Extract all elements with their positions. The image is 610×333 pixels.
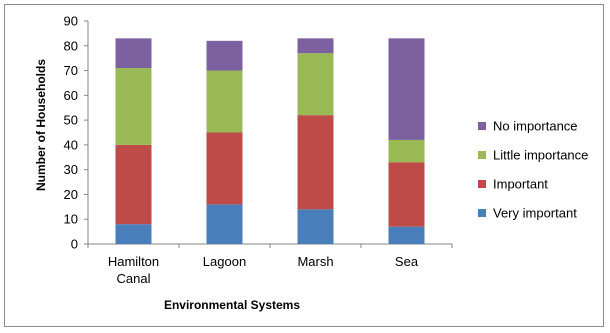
bar-segment-little-importance	[115, 68, 152, 145]
y-tick-label: 90	[64, 14, 78, 29]
legend-swatch	[478, 180, 486, 188]
y-tick-label: 80	[64, 38, 78, 53]
bar-segment-very-important	[297, 209, 334, 244]
y-tick-label: 0	[71, 237, 78, 252]
x-tick-label: Hamilton	[108, 254, 159, 269]
legend-swatch	[478, 151, 486, 159]
legend-label: No importance	[493, 119, 578, 134]
bar-segment-no-importance	[206, 40, 243, 71]
y-tick-label: 40	[64, 137, 78, 152]
x-tick-label: Canal	[117, 271, 151, 286]
x-tick-label: Sea	[395, 254, 419, 269]
bar-segment-little-importance	[297, 53, 334, 116]
bar-segment-little-importance	[388, 139, 425, 163]
bar-segment-very-important	[115, 224, 152, 244]
legend-label: Little importance	[493, 148, 588, 163]
bar-segment-no-importance	[297, 38, 334, 54]
bar-segment-important	[206, 132, 243, 205]
legend-swatch	[478, 209, 486, 217]
bar-segment-no-importance	[388, 38, 425, 140]
y-tick-label: 60	[64, 88, 78, 103]
y-axis-title: Number of Households	[34, 59, 48, 191]
y-tick-label: 10	[64, 212, 78, 227]
chart-frame: 0 10 20 30 40 50 60 70 80 90 Hamilton Canal Lagoon Ma…	[4, 4, 604, 327]
bar-segment-very-important	[206, 204, 243, 244]
y-tick-label: 20	[64, 187, 78, 202]
stacked-bar-chart: 0 10 20 30 40 50 60 70 80 90 Hamilton Canal Lagoon Ma…	[34, 14, 588, 313]
y-tick-label: 30	[64, 162, 78, 177]
x-tick-label: Marsh	[297, 254, 333, 269]
bar-segment-no-importance	[115, 38, 152, 69]
bar-segment-little-importance	[206, 70, 243, 133]
bar-segment-important	[297, 115, 334, 210]
y-tick-label: 50	[64, 113, 78, 128]
legend: No importance Little importance Important V…	[478, 119, 588, 221]
x-axis-title: Environmental Systems	[164, 298, 300, 312]
bar-segment-important	[388, 162, 425, 227]
x-tick-label: Lagoon	[203, 254, 246, 269]
plot-area: 0 10 20 30 40 50 60 70 80 90 Hamilton Canal Lagoon Ma…	[64, 14, 453, 286]
y-tick-label: 70	[64, 63, 78, 78]
legend-swatch	[478, 122, 486, 130]
bar-segment-important	[115, 144, 152, 225]
bar-segment-very-important	[388, 226, 425, 244]
legend-label: Important	[493, 177, 548, 192]
legend-label: Very important	[493, 206, 577, 221]
